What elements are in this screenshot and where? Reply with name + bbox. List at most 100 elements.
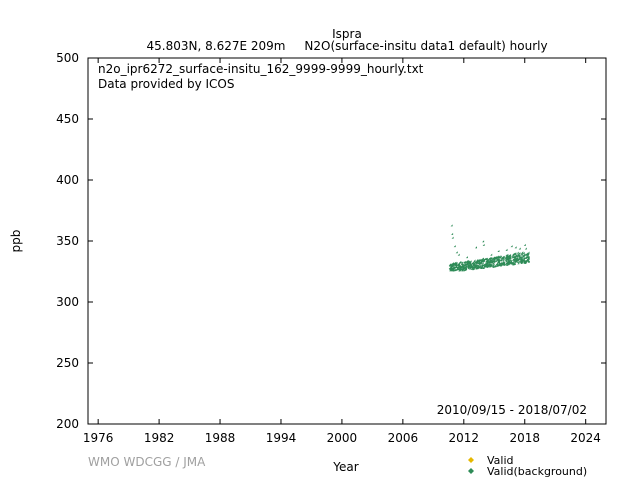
data-point — [506, 253, 509, 256]
data-point — [505, 256, 508, 259]
data-point — [454, 261, 457, 264]
data-point — [481, 261, 484, 264]
data-point — [492, 256, 495, 259]
y-axis: 200 250 300 350 400 450 500 — [56, 51, 606, 431]
data-point — [508, 254, 511, 257]
data-point — [496, 262, 499, 265]
data-point — [526, 256, 529, 259]
data-point — [475, 267, 478, 270]
data-point — [515, 253, 518, 256]
chart-title-parameter: N2O(surface-insitu data1 default) hourly — [304, 39, 547, 53]
data-point — [504, 257, 507, 260]
data-point — [479, 262, 482, 265]
data-point — [519, 259, 522, 262]
data-point — [472, 266, 475, 269]
data-point — [475, 246, 478, 249]
data-point — [455, 251, 458, 254]
data-point — [451, 265, 454, 268]
data-point — [513, 255, 516, 258]
legend-marker-valid-background — [468, 468, 474, 474]
data-point — [472, 263, 475, 266]
data-point — [466, 259, 469, 262]
y-tick-label: 300 — [56, 295, 79, 309]
data-point — [453, 268, 456, 271]
x-tick-label: 1988 — [205, 431, 236, 445]
data-point — [464, 263, 467, 266]
data-point — [485, 257, 488, 260]
data-point — [482, 263, 485, 266]
data-point — [481, 259, 484, 262]
data-point — [450, 224, 453, 227]
data-point — [486, 265, 489, 268]
data-point — [506, 263, 509, 266]
series-valid-background — [448, 224, 530, 272]
data-point — [487, 260, 490, 263]
x-tick-label: 2024 — [570, 431, 601, 445]
data-point — [516, 258, 519, 261]
data-point — [490, 253, 493, 256]
data-point — [511, 254, 514, 257]
data-point — [452, 269, 455, 272]
chart-title-location: 45.803N, 8.627E 209m — [147, 39, 286, 53]
data-point — [482, 258, 485, 261]
period-annotation: 2010/09/15 - 2018/07/02 — [437, 403, 587, 417]
data-point — [459, 261, 462, 264]
data-point — [463, 261, 466, 264]
data-point — [523, 258, 526, 261]
data-point — [523, 243, 526, 246]
data-point — [464, 267, 467, 270]
x-tick-label: 1982 — [144, 431, 175, 445]
data-point — [452, 267, 455, 270]
data-point — [465, 262, 468, 265]
y-tick-label: 500 — [56, 51, 79, 65]
data-point — [451, 236, 454, 239]
data-point — [510, 256, 513, 259]
data-point — [516, 251, 519, 254]
data-point — [524, 261, 527, 264]
data-point — [516, 261, 519, 264]
data-point — [521, 251, 524, 254]
y-axis-label: ppb — [9, 230, 23, 253]
data-point — [526, 253, 529, 256]
data-point — [482, 243, 485, 246]
data-point — [513, 252, 516, 255]
data-point — [465, 256, 468, 259]
data-point — [518, 247, 521, 250]
x-tick-label: 2006 — [388, 431, 419, 445]
data-point — [509, 256, 512, 259]
legend: Valid Valid(background) — [468, 454, 587, 478]
data-point — [484, 263, 487, 266]
data-point — [488, 262, 491, 265]
provider-annotation: Data provided by ICOS — [98, 77, 234, 91]
data-point — [482, 257, 485, 260]
data-point — [459, 264, 462, 267]
data-point — [516, 257, 519, 260]
file-name-annotation: n2o_ipr6272_surface-insitu_162_9999-9999… — [98, 62, 424, 76]
data-point — [496, 255, 499, 258]
data-point — [486, 262, 489, 265]
data-point — [502, 256, 505, 259]
data-point — [460, 266, 463, 269]
data-point — [455, 265, 458, 268]
legend-label-valid: Valid — [487, 454, 514, 467]
data-point — [462, 266, 465, 269]
data-point — [498, 264, 501, 267]
data-point — [505, 258, 508, 261]
data-point — [502, 257, 505, 260]
data-point — [513, 257, 516, 260]
data-point — [449, 267, 452, 270]
data-point — [484, 257, 487, 260]
data-point — [512, 253, 515, 256]
data-point — [518, 254, 521, 257]
data-point — [500, 259, 503, 262]
data-point — [498, 259, 501, 262]
data-point — [467, 264, 470, 267]
data-point — [507, 257, 510, 260]
data-point — [492, 262, 495, 265]
data-point — [456, 263, 459, 266]
y-tick-label: 400 — [56, 173, 79, 187]
data-point — [461, 269, 464, 272]
data-point — [497, 258, 500, 261]
data-point — [474, 260, 477, 263]
data-point — [467, 267, 470, 270]
